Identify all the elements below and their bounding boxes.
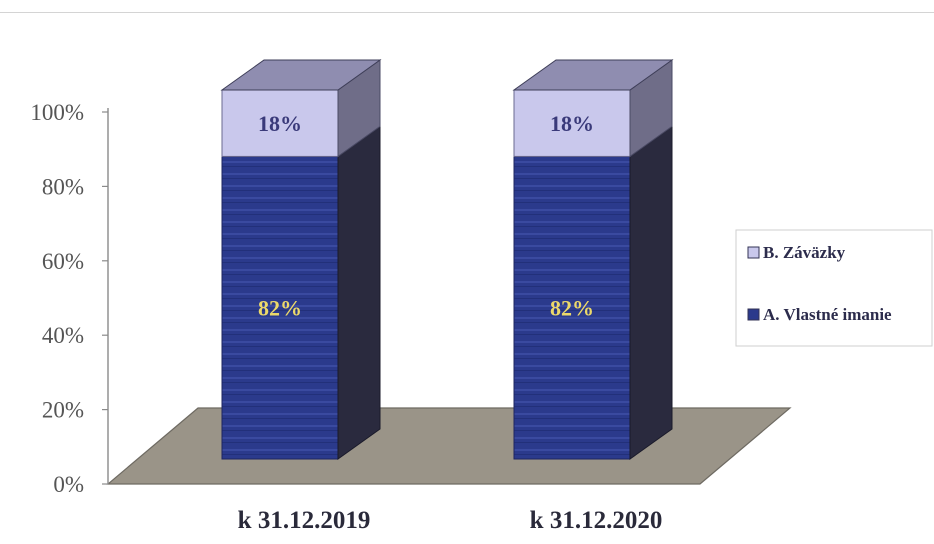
bar-zavazky [513,89,631,157]
top-rule [0,12,934,13]
bar-vlastne-imanie-side [629,125,673,460]
bar-top-cap [512,59,674,91]
bar-top-cap [220,59,382,91]
data-label-vlastne-imanie: 82% [258,296,302,321]
legend-box [735,229,933,347]
y-tick-label: 20% [42,398,84,423]
legend-label: B. Záväzky [763,243,846,262]
chart-floor [106,407,792,485]
y-tick-label: 0% [53,472,84,497]
y-tick-label: 100% [30,100,84,125]
data-label-zavazky: 18% [258,111,302,136]
legend-label: A. Vlastné imanie [763,305,892,324]
y-tick-label: 60% [42,249,84,274]
legend-swatch [747,246,760,259]
data-label-vlastne-imanie: 82% [550,296,594,321]
x-category-label: k 31.12.2020 [530,507,663,534]
legend-swatch [747,308,760,321]
y-tick-label: 80% [42,174,84,199]
bar-vlastne-imanie-side [337,125,381,460]
y-tick-label: 40% [42,323,84,348]
bar-vlastne-imanie [513,155,631,460]
data-label-zavazky: 18% [550,111,594,136]
x-category-label: k 31.12.2019 [238,507,371,534]
bar-zavazky [221,89,339,157]
